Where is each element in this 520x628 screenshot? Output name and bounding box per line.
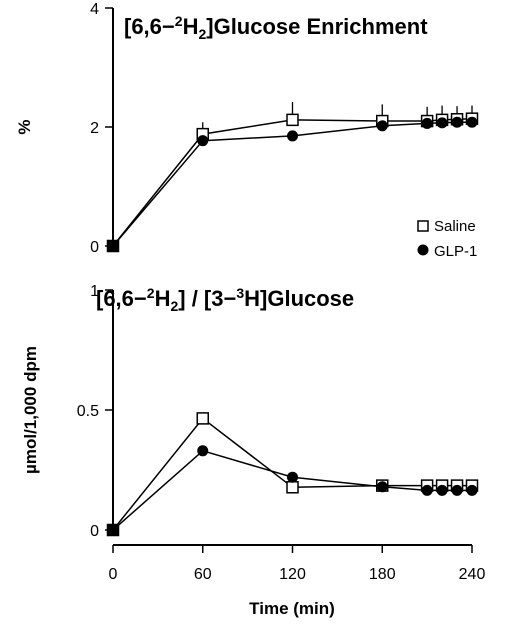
y-tick-label: 2	[90, 120, 99, 137]
data-point-saline	[286, 113, 299, 127]
x-axis-title: Time (min)	[249, 599, 335, 618]
data-point-glp-1	[376, 120, 388, 132]
y-ticks: 00.51	[77, 283, 113, 540]
series-markers	[106, 412, 479, 537]
data-point-glp-1	[287, 130, 298, 142]
data-point-saline	[286, 481, 299, 494]
data-point-glp-1	[436, 484, 448, 496]
legend-label-saline: Saline	[434, 218, 476, 235]
data-point-glp-1	[197, 135, 209, 147]
data-point-glp-1	[466, 484, 478, 496]
data-point-glp-1	[421, 117, 433, 129]
x-tick-label: 240	[459, 566, 486, 583]
x-tick-label: 180	[369, 566, 396, 583]
x-ticks: 0 60 120 180 240	[109, 545, 486, 583]
y-tick-label: 4	[90, 1, 99, 18]
data-point-origin-overlap	[107, 240, 119, 252]
series-markers	[106, 112, 479, 253]
legend: Saline GLP-1	[417, 218, 477, 260]
data-point-glp-1	[376, 481, 388, 493]
data-point-saline	[196, 412, 209, 425]
panel-glucose-enrichment: 0 2 4 [6,6−2H2]Glucose Enrichment % Saline…	[15, 1, 479, 260]
y-tick-label: 1	[90, 283, 99, 300]
data-point-glp-1	[287, 471, 298, 483]
data-point-glp-1	[421, 484, 433, 496]
data-point-glp-1	[466, 116, 478, 128]
x-tick-label: 120	[279, 566, 306, 583]
y-tick-label: 0	[90, 239, 99, 256]
data-point-glp-1	[436, 117, 448, 129]
legend-marker-saline	[417, 220, 429, 232]
x-tick-label: 0	[109, 566, 118, 583]
legend-marker-glp1	[417, 244, 429, 256]
data-point-glp-1	[451, 484, 463, 496]
panel-title: [6,6−2H2]Glucose Enrichment	[124, 13, 428, 42]
data-point-glp-1	[197, 445, 209, 457]
panel-title: [6,6−2H2] / [3−3H]Glucose	[96, 285, 354, 314]
y-axis-title: µmol/1,000 dpm	[21, 346, 40, 474]
y-ticks: 0 2 4	[90, 1, 113, 256]
y-tick-label: 0	[90, 523, 99, 540]
panel-isotope-ratio: 00.51 0 60 120 180 240 [6,6−2H2] / [3−3H]Glu…	[21, 283, 485, 618]
data-point-glp-1	[451, 116, 463, 128]
y-tick-label: 0.5	[77, 403, 99, 420]
y-axis-title: %	[15, 119, 34, 134]
x-tick-label: 60	[194, 566, 212, 583]
legend-label-glp1: GLP-1	[434, 243, 477, 260]
data-point-origin-overlap	[107, 524, 119, 536]
